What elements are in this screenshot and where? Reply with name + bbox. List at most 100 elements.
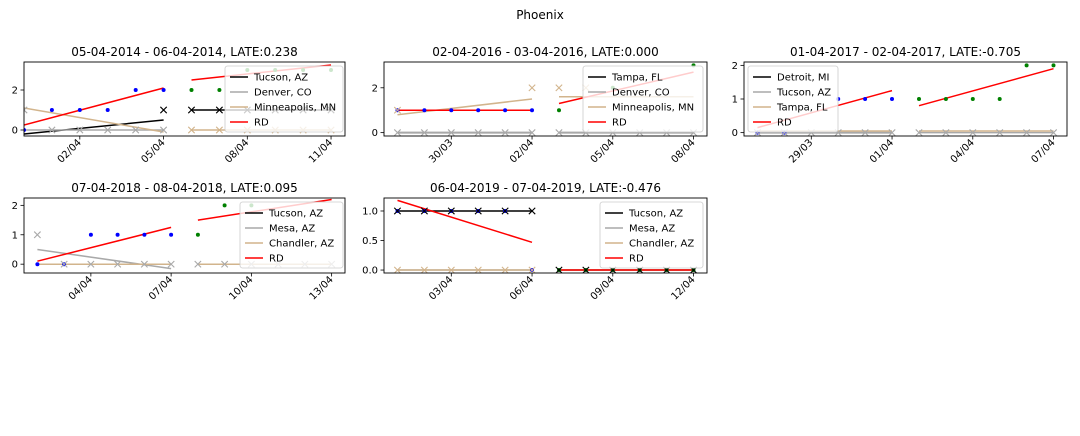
legend-label: RD (777, 118, 792, 129)
x-tick-label: 04/04 (67, 274, 95, 302)
data-point (195, 232, 200, 237)
data-point-x (24, 106, 28, 114)
data-point-x (76, 126, 84, 134)
x-tick-label: 01/04 (868, 137, 896, 165)
legend-label: Detroit, MI (777, 73, 829, 84)
series-line-black (24, 119, 164, 135)
legend-label: Mesa, AZ (629, 224, 675, 235)
subplot-title: 05-04-2014 - 06-04-2014, LATE:0.238 (71, 45, 298, 59)
data-point (77, 108, 82, 112)
data-point-x (447, 129, 455, 136)
data-point-x (528, 266, 536, 273)
data-point-x (167, 260, 175, 268)
data-point-x (215, 106, 223, 114)
legend-label: Denver, CO (612, 88, 670, 99)
data-point (161, 88, 166, 92)
axes-frame (383, 61, 708, 137)
x-tick-label: 29/03 (787, 137, 815, 165)
data-point (217, 88, 222, 92)
series-line-red (37, 226, 172, 262)
data-point-x (447, 207, 455, 215)
legend: Detroit, MI Tucson, AZ Tampa, FL RD (747, 65, 839, 133)
data-point-x (194, 260, 202, 268)
legend-box (599, 201, 704, 269)
x-tick-label: 08/04 (223, 137, 251, 165)
data-point (943, 97, 948, 101)
data-point-x (87, 260, 95, 268)
legend-box (747, 65, 839, 133)
data-point (49, 108, 54, 112)
data-point-x (140, 260, 148, 268)
subplot-title: 02-04-2016 - 03-04-2016, LATE:0.000 (432, 45, 659, 59)
data-point-x (104, 126, 112, 134)
x-tick-label: 02/04 (508, 137, 536, 165)
subplot-title: 07-04-2018 - 08-04-2018, LATE:0.095 (71, 181, 298, 195)
legend-label: Minneapolis, MN (612, 103, 694, 114)
data-point (222, 203, 227, 208)
data-point (917, 97, 921, 101)
series-line-red (397, 199, 533, 244)
legend: Tucson, AZ Denver, CO Minneapolis, MN RD (224, 65, 344, 133)
y-tick-label: 0 (732, 128, 738, 139)
x-tick-label: 30/03 (427, 137, 455, 165)
subplot-title: 06-04-2019 - 07-04-2019, LATE:-0.476 (430, 181, 661, 195)
series-line-tan (397, 98, 533, 116)
y-tick-label: 2 (372, 83, 378, 94)
data-point-x (501, 266, 509, 273)
x-tick-label: 05/04 (140, 137, 168, 165)
data-point-x (969, 129, 977, 136)
subplot-2: 02-04-2016 - 03-04-2016, LATE:0.000 0 2 30/… (372, 45, 708, 166)
data-point-x (221, 260, 229, 268)
x-tick-label: 09/04 (589, 274, 617, 302)
data-point-x (1023, 129, 1031, 136)
data-point (105, 108, 110, 112)
data-point-x (996, 129, 1004, 136)
legend-label: Chandler, AZ (269, 239, 334, 250)
x-tick-label: 11/04 (307, 137, 335, 165)
subplot-3: 01-04-2017 - 02-04-2017, LATE:-0.705 0 1 2 2… (732, 45, 1068, 166)
data-point-x (555, 84, 563, 92)
data-point (169, 232, 174, 237)
data-point-x (393, 129, 402, 136)
y-tick-label: 0 (12, 126, 18, 137)
data-point-x (187, 106, 196, 114)
data-point (997, 97, 1002, 101)
x-tick-label: 08/04 (670, 137, 698, 165)
subplot-5: 06-04-2019 - 07-04-2019, LATE:-0.476 0.0 0… (362, 181, 708, 303)
series-line-red (918, 67, 1054, 107)
legend-label: Tampa, FL (611, 73, 663, 84)
data-point-x (474, 129, 482, 136)
data-point-x (447, 266, 455, 273)
y-tick-label: 2 (12, 86, 18, 97)
data-point-x (48, 126, 56, 134)
data-point-x (420, 266, 428, 273)
data-point (422, 108, 427, 113)
series-line-tan (24, 107, 164, 133)
legend-label: Mesa, AZ (269, 224, 315, 235)
data-point-x (474, 266, 482, 273)
data-point-x (861, 129, 869, 136)
data-point-x (114, 260, 122, 268)
data-point-x (393, 106, 402, 114)
data-point-x (501, 207, 509, 215)
data-point-x (420, 207, 428, 215)
axes-frame (23, 197, 346, 274)
y-tick-label: 2 (732, 61, 738, 72)
subplot-4: 07-04-2018 - 08-04-2018, LATE:0.095 0 1 2 04… (12, 181, 346, 303)
axes-frame (23, 61, 346, 137)
series-line-red (24, 87, 164, 126)
data-point-x (528, 129, 536, 136)
legend: Tucson, AZ Mesa, AZ Chandler, AZ RD (239, 201, 344, 269)
legend-box (239, 201, 344, 269)
data-point-x (393, 266, 402, 273)
data-point (970, 97, 975, 101)
x-tick-label: 13/04 (308, 274, 336, 302)
y-tick-label: 0.5 (362, 236, 378, 247)
data-point (476, 108, 481, 113)
y-tick-label: 0 (372, 128, 378, 139)
legend-label: Tucson, AZ (253, 73, 308, 84)
data-point-x (420, 129, 428, 136)
data-point-x (555, 129, 563, 136)
data-point (88, 232, 93, 237)
